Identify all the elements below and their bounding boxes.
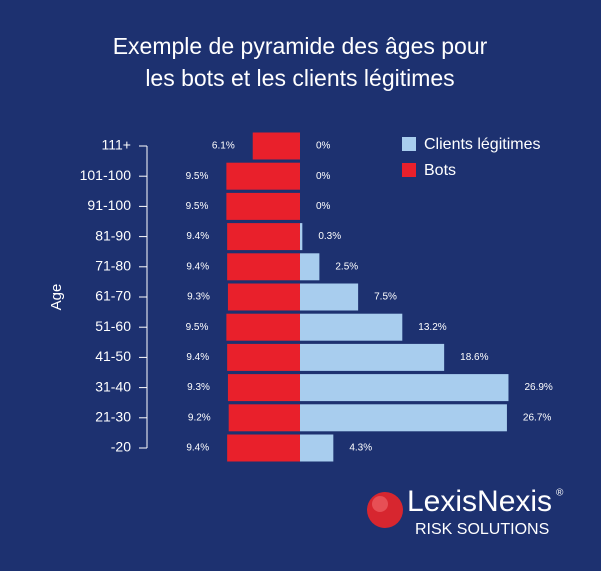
value-label: 6.1% <box>212 141 235 152</box>
value-label: 2.5% <box>335 261 358 272</box>
value-label: 18.6% <box>460 352 488 363</box>
value-label: 0% <box>316 141 331 152</box>
y-tick-label: 111+ <box>102 137 131 153</box>
y-tick-label: 41-50 <box>95 348 131 364</box>
logo-name: LexisNexis <box>407 485 552 518</box>
y-tick-label: 91-100 <box>87 197 131 213</box>
legend-label: Bots <box>424 162 456 179</box>
legend-swatch <box>402 137 416 151</box>
bar <box>252 132 300 160</box>
value-label: 9.2% <box>188 412 211 423</box>
value-label: 9.4% <box>186 231 209 242</box>
bar <box>226 313 300 341</box>
logo-registered: ® <box>556 488 564 499</box>
logo-highlight <box>372 496 388 512</box>
bar <box>227 343 300 371</box>
value-label: 9.4% <box>186 352 209 363</box>
bar <box>300 343 445 371</box>
value-label: 26.7% <box>523 412 551 423</box>
bar <box>227 283 300 311</box>
y-tick-label: 51-60 <box>95 318 131 334</box>
y-tick-label: 101-100 <box>80 167 132 183</box>
y-tick-label: -20 <box>111 439 131 455</box>
bar <box>227 253 300 281</box>
value-label: 0% <box>316 201 331 212</box>
chart-title: Exemple de pyramide des âges pour <box>113 33 488 59</box>
value-label: 7.5% <box>374 292 397 303</box>
y-axis-label: Age <box>48 284 65 311</box>
y-tick-label: 61-70 <box>95 288 131 304</box>
value-label: 9.4% <box>186 443 209 454</box>
value-label: 13.2% <box>418 322 446 333</box>
y-tick-label: 31-40 <box>95 378 131 394</box>
value-label: 9.3% <box>187 292 210 303</box>
value-label: 9.5% <box>186 201 209 212</box>
value-label: 9.4% <box>186 261 209 272</box>
bar <box>300 283 359 311</box>
logo-tagline: RISK SOLUTIONS <box>415 521 549 538</box>
value-label: 9.3% <box>187 382 210 393</box>
value-label: 4.3% <box>349 443 372 454</box>
bar <box>226 162 300 190</box>
value-label: 0.3% <box>318 231 341 242</box>
bar <box>227 223 300 251</box>
y-tick-label: 21-30 <box>95 409 131 425</box>
bar <box>300 374 509 402</box>
bar <box>227 434 300 462</box>
value-label: 9.5% <box>186 171 209 182</box>
bar <box>300 313 403 341</box>
value-label: 26.9% <box>524 382 552 393</box>
value-label: 0% <box>316 171 331 182</box>
bar <box>300 253 320 281</box>
bar <box>227 374 300 402</box>
bar <box>226 192 300 220</box>
y-tick-label: 71-80 <box>95 258 131 274</box>
legend-label: Clients légitimes <box>424 136 540 153</box>
value-label: 9.5% <box>186 322 209 333</box>
legend-swatch <box>402 163 416 177</box>
bar <box>300 404 507 432</box>
bar <box>300 434 334 462</box>
y-tick-label: 81-90 <box>95 227 131 243</box>
bar <box>300 223 303 251</box>
chart-title: les bots et les clients légitimes <box>145 65 454 91</box>
bar <box>228 404 300 432</box>
